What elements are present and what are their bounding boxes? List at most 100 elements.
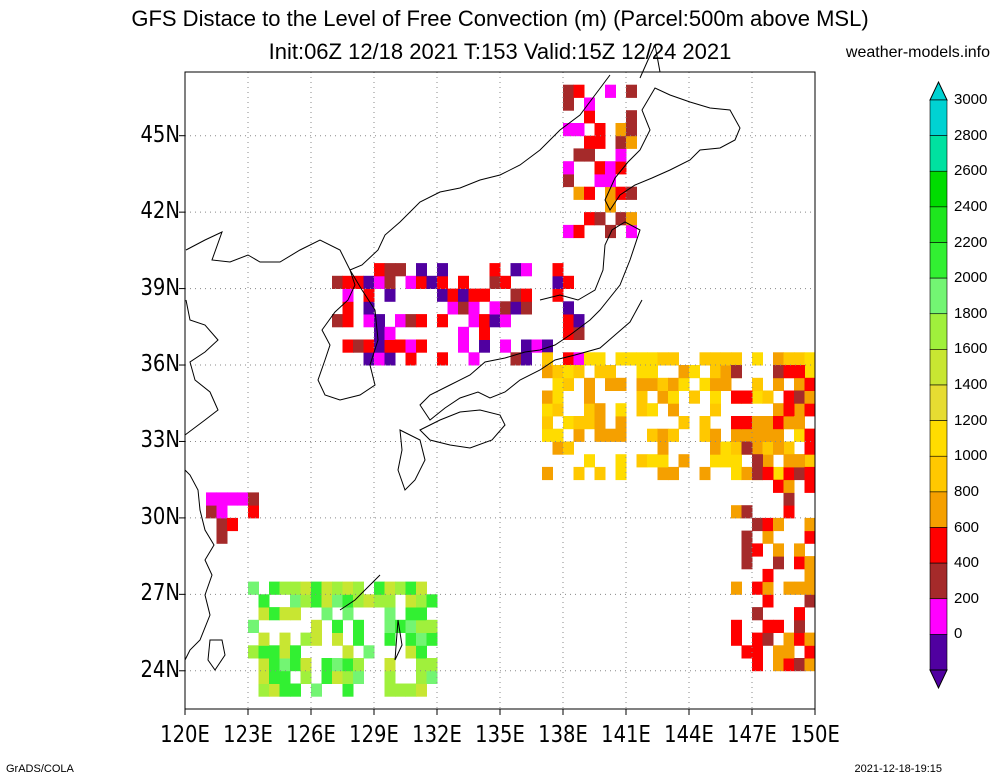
- field-cell: [447, 288, 459, 302]
- field-cell: [783, 365, 795, 379]
- field-cell: [458, 301, 469, 315]
- xtick-label: 123E: [223, 722, 273, 748]
- field-cell: [762, 632, 774, 646]
- field-cell: [731, 632, 742, 646]
- colorbar-label: 200: [954, 589, 980, 607]
- field-cell: [773, 365, 784, 379]
- field-cell: [563, 377, 574, 391]
- field-cell: [605, 161, 616, 175]
- field-cell: [563, 275, 574, 289]
- field-cell: [542, 352, 553, 366]
- colorbar-swatch: [929, 455, 948, 493]
- colorbar-label: 600: [954, 518, 980, 536]
- field-cell: [353, 632, 364, 646]
- field-cell: [416, 607, 427, 621]
- field-cell: [248, 492, 259, 506]
- field-cell: [363, 352, 375, 366]
- field-cell: [416, 619, 427, 633]
- field-cell: [237, 492, 249, 506]
- field-cell: [405, 607, 417, 621]
- field-cell: [647, 403, 658, 417]
- field-cell: [563, 416, 574, 430]
- xtick-label: 147E: [727, 722, 777, 748]
- field-cell: [773, 377, 784, 391]
- field-cell: [342, 594, 354, 608]
- field-cell: [773, 441, 784, 455]
- field-cell: [258, 607, 270, 621]
- field-cell: [762, 594, 774, 608]
- field-cell: [668, 403, 679, 417]
- colorbar-swatch: [929, 170, 948, 208]
- field-cell: [248, 619, 259, 633]
- field-cell: [405, 619, 417, 633]
- field-cell: [804, 428, 816, 442]
- field-cell: [783, 454, 795, 468]
- field-cell: [300, 670, 312, 684]
- field-cell: [741, 556, 753, 570]
- field-cell: [678, 377, 690, 391]
- field-cell: [584, 212, 595, 226]
- field-cell: [584, 110, 595, 124]
- field-cell: [741, 441, 753, 455]
- field-cell: [290, 645, 301, 659]
- field-cell: [563, 173, 574, 188]
- lfc-field: [206, 84, 816, 697]
- field-cell: [773, 352, 784, 366]
- field-cell: [626, 84, 637, 98]
- field-cell: [615, 161, 627, 175]
- field-cell: [563, 365, 574, 379]
- field-cell: [342, 645, 354, 659]
- field-cell: [542, 390, 553, 404]
- field-cell: [489, 314, 501, 328]
- field-cell: [521, 352, 532, 366]
- ytick-label: 33N: [140, 427, 180, 454]
- field-cell: [458, 275, 469, 289]
- field-cell: [678, 454, 690, 468]
- field-cell: [615, 352, 627, 366]
- field-cell: [479, 326, 490, 340]
- field-cell: [552, 428, 564, 442]
- field-cell: [332, 619, 343, 633]
- colorbar-swatch: [929, 491, 948, 528]
- field-cell: [552, 403, 564, 417]
- field-cell: [752, 428, 763, 442]
- ytick-label: 30N: [140, 503, 180, 530]
- field-cell: [794, 581, 805, 595]
- field-cell: [783, 492, 795, 506]
- field-cell: [332, 314, 343, 328]
- field-cell: [804, 556, 816, 570]
- field-cell: [279, 645, 291, 659]
- field-cell: [395, 263, 406, 277]
- field-cell: [374, 352, 385, 366]
- field-cell: [689, 365, 700, 379]
- field-cell: [752, 543, 763, 557]
- field-cell: [552, 390, 564, 404]
- ytick-label: 36N: [140, 351, 180, 378]
- field-cell: [773, 645, 784, 659]
- field-cell: [332, 632, 343, 646]
- field-cell: [384, 326, 396, 340]
- field-cell: [269, 607, 280, 621]
- field-cell: [699, 377, 711, 391]
- field-cell: [374, 263, 385, 277]
- field-cell: [258, 658, 270, 672]
- field-cell: [437, 288, 448, 302]
- field-cell: [773, 466, 784, 481]
- field-cell: [342, 288, 354, 302]
- field-cell: [405, 581, 417, 595]
- field-cell: [374, 339, 385, 353]
- field-cell: [657, 352, 669, 366]
- field-cell: [542, 428, 553, 442]
- field-cell: [258, 683, 270, 697]
- field-cell: [279, 670, 291, 684]
- field-cell: [395, 339, 406, 353]
- field-cell: [636, 377, 648, 391]
- field-cell: [804, 645, 816, 659]
- field-cell: [300, 594, 312, 608]
- colorbar-bottom-arrow: [929, 669, 948, 690]
- field-cell: [258, 645, 270, 659]
- field-cell: [426, 619, 438, 633]
- colorbar-swatch: [929, 420, 948, 457]
- field-cell: [762, 568, 774, 583]
